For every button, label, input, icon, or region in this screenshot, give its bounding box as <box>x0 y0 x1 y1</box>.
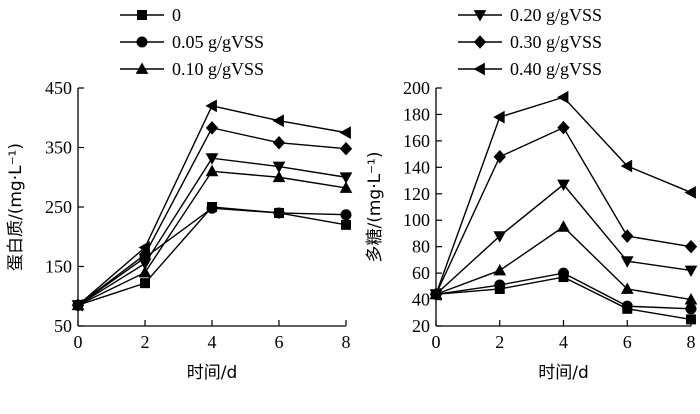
data-point-triangle-down <box>339 172 353 184</box>
y-tick-label: 20 <box>412 316 430 336</box>
data-point-square <box>686 314 696 325</box>
x-tick-label: 0 <box>74 332 83 352</box>
data-point-triangle-left <box>138 241 150 254</box>
series-line-2 <box>77 170 347 306</box>
x-tick-label: 2 <box>495 332 504 352</box>
y-axis-title: 多糖/(mg·L⁻¹) <box>365 151 385 262</box>
data-point-triangle-up <box>620 282 634 294</box>
x-tick-label: 2 <box>141 332 150 352</box>
data-point-circle <box>340 209 352 221</box>
y-axis-title: 蛋白质/(mg·L⁻¹) <box>6 143 26 271</box>
protein-chart: 50 150 250 350 450 0 2 4 6 8 时间/d 蛋白质/(mg·L⁻¹) <box>6 78 353 383</box>
data-point-triangle-left <box>556 90 569 104</box>
data-point-triangle-up <box>557 220 570 232</box>
y-tick-label: 100 <box>403 210 430 230</box>
data-point-triangle-left <box>71 298 83 312</box>
data-point-triangle-left <box>339 126 351 139</box>
x-axis-title: 时间/d <box>187 363 238 383</box>
data-point-triangle-left <box>493 110 505 124</box>
y-tick-label: 450 <box>45 78 72 98</box>
x-tick-label: 0 <box>432 332 441 352</box>
legend-marker <box>137 10 147 20</box>
legend-marker <box>135 62 149 74</box>
data-point-triangle-left <box>272 114 284 128</box>
data-point-triangle-up <box>272 170 286 183</box>
legend-label: 0.40 g/gVSS <box>510 59 602 79</box>
data-point-triangle-down <box>493 231 507 243</box>
data-point-diamond <box>684 239 698 254</box>
data-point-triangle-up <box>493 263 507 276</box>
legend-right: 0.20 g/gVSS 0.30 g/gVSS 0.40 g/gVSS <box>458 5 602 79</box>
series-line-0 <box>435 276 692 321</box>
data-point-circle <box>206 202 218 214</box>
legend-marker <box>473 10 487 22</box>
y-tick-label: 350 <box>45 138 72 158</box>
y-tick-label: 150 <box>45 257 72 277</box>
data-point-triangle-down <box>557 179 570 192</box>
y-tick-label: 80 <box>412 237 430 257</box>
data-point-triangle-left <box>205 99 217 113</box>
legend-label: 0 <box>172 5 181 25</box>
y-tick-label: 50 <box>54 316 72 336</box>
legend-label: 0.30 g/gVSS <box>510 32 602 52</box>
series-line-0 <box>77 206 347 306</box>
data-point-circle <box>494 279 506 291</box>
data-point-triangle-down <box>684 265 698 277</box>
legend-label: 0.05 g/gVSS <box>172 32 264 52</box>
x-tick-label: 6 <box>275 332 284 352</box>
data-point-triangle-up <box>205 164 219 177</box>
data-point-diamond <box>621 229 634 243</box>
data-point-square <box>341 219 351 230</box>
x-axis-title: 时间/d <box>538 363 589 383</box>
polysaccharide-chart: 20 40 60 80 100 120 140 160 180 200 0 2 4 6 8 时间/d 多糖/(m… <box>365 78 698 383</box>
legend-label: 0.20 g/gVSS <box>510 5 602 25</box>
x-tick-label: 4 <box>559 332 568 352</box>
data-point-triangle-down <box>620 256 634 268</box>
data-point-square <box>140 278 150 289</box>
data-point-diamond <box>272 136 286 150</box>
legend-marker <box>473 35 487 49</box>
y-tick-label: 40 <box>412 290 430 310</box>
legend-left: 0 0.05 g/gVSS 0.10 g/gVSS <box>120 5 264 79</box>
data-point-circle <box>621 300 633 312</box>
data-point-circle <box>273 207 285 219</box>
series-line-3 <box>77 157 347 306</box>
y-tick-label: 200 <box>403 78 430 98</box>
series-line-1 <box>77 207 347 306</box>
data-point-triangle-up <box>684 293 698 305</box>
y-tick-label: 250 <box>45 197 72 217</box>
x-tick-label: 8 <box>687 332 696 352</box>
data-point-diamond <box>205 121 219 135</box>
x-tick-label: 8 <box>342 332 351 352</box>
data-point-triangle-down <box>272 161 286 174</box>
data-point-triangle-up <box>138 265 152 278</box>
x-tick-label: 4 <box>208 332 217 352</box>
legend-marker <box>136 36 148 48</box>
data-point-triangle-left <box>620 159 633 173</box>
y-tick-label: 120 <box>403 184 430 204</box>
data-point-triangle-down <box>205 153 219 165</box>
data-point-triangle-up <box>339 181 353 193</box>
data-point-triangle-left <box>429 287 441 301</box>
y-tick-label: 140 <box>403 157 430 177</box>
data-point-circle <box>558 267 569 279</box>
data-point-diamond <box>339 141 353 156</box>
legend-label: 0.10 g/gVSS <box>172 59 264 79</box>
data-point-diamond <box>493 150 506 164</box>
y-tick-label: 60 <box>412 263 430 283</box>
x-tick-label: 6 <box>623 332 632 352</box>
data-point-circle <box>685 303 697 315</box>
y-tick-label: 180 <box>403 104 430 124</box>
data-point-diamond <box>557 120 570 135</box>
y-tick-label: 160 <box>403 131 430 151</box>
legend-marker <box>473 62 485 76</box>
data-point-triangle-left <box>684 186 696 199</box>
